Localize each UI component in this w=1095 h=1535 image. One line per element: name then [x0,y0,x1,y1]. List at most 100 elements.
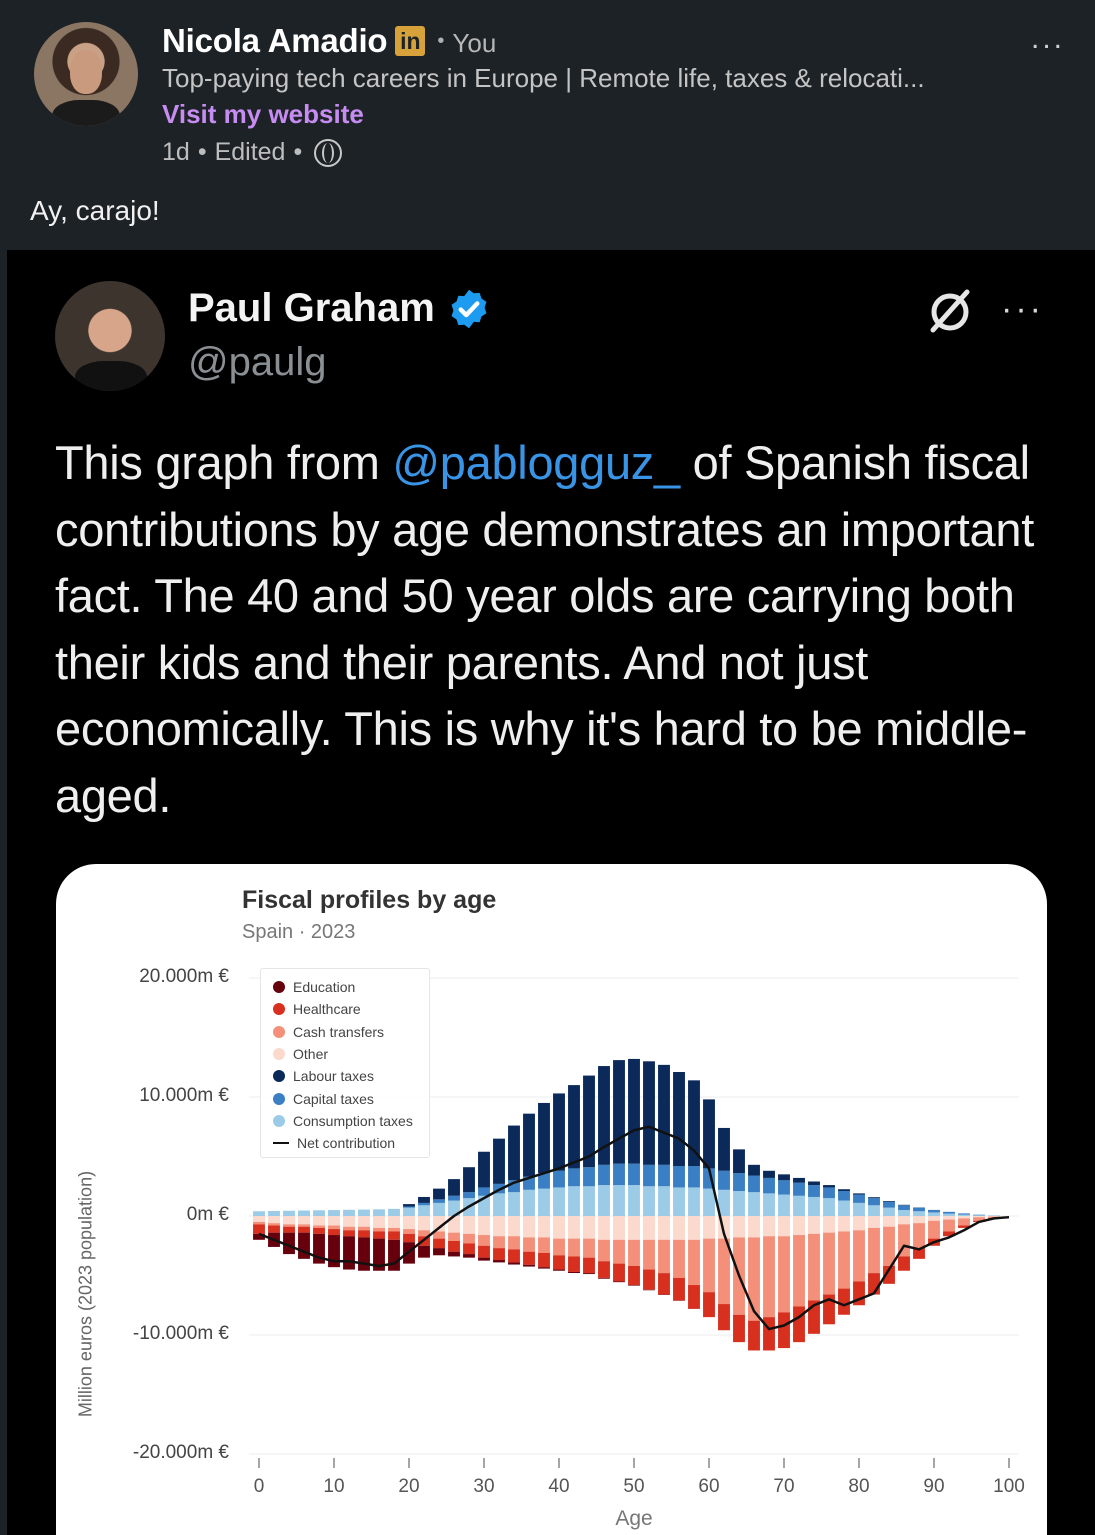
bar-capital-taxes [853,1194,865,1203]
bar-healthcare [253,1224,265,1234]
bar-cash-transfers [328,1225,340,1230]
bar-cash-transfers [658,1239,670,1274]
post-meta: 1d • Edited • [162,138,343,167]
bar-other [718,1216,730,1239]
author-name[interactable]: Nicola Amadio [162,22,388,59]
bar-healthcare [523,1251,535,1265]
bar-consumption-taxes [253,1211,265,1216]
visit-website-link[interactable]: Visit my website [162,99,364,129]
bar-healthcare [433,1238,445,1249]
bar-capital-taxes [958,1213,970,1215]
bar-consumption-taxes [778,1194,790,1216]
bar-other [388,1216,400,1228]
bar-healthcare [283,1226,295,1233]
y-tick-label: 20.000m € [139,966,229,987]
tweet-image[interactable]: Paul Graham @paulg ··· This graph from @… [7,250,1095,1535]
bar-cash-transfers [703,1238,715,1293]
bar-consumption-taxes [388,1208,400,1216]
bar-other [313,1216,325,1226]
bar-healthcare [808,1300,820,1334]
bar-consumption-taxes [688,1187,700,1216]
legend-swatch [273,1003,285,1016]
bar-other [658,1216,670,1240]
bar-consumption-taxes [718,1189,730,1216]
avatar-face [70,50,102,94]
bar-education [283,1232,295,1255]
bar-other [643,1216,655,1240]
bar-education [568,1271,580,1274]
bar-other [688,1216,700,1240]
author-avatar[interactable] [34,22,138,126]
bar-other [883,1216,895,1227]
tweet-mention: @pablogguz_ [392,436,680,489]
bar-labour-taxes [808,1181,820,1186]
bar-consumption-taxes [823,1198,835,1216]
relation-label: You [452,27,497,58]
post-more-menu-icon[interactable]: ... [1030,22,1065,55]
bar-capital-taxes [748,1175,760,1193]
bar-labour-taxes [733,1149,745,1174]
bar-healthcare [343,1230,355,1237]
bar-consumption-taxes [793,1195,805,1216]
bar-cash-transfers [898,1224,910,1257]
bar-consumption-taxes [883,1207,895,1216]
bar-healthcare [778,1312,790,1349]
legend-swatch [273,1142,289,1145]
bar-consumption-taxes [628,1185,640,1216]
bar-cash-transfers [538,1237,550,1253]
bar-other [943,1216,955,1220]
bullet-separator: • [437,29,445,52]
bar-cash-transfers [643,1239,655,1270]
bar-cash-transfers [583,1238,595,1258]
legend-item: Net contribution [273,1135,395,1151]
bar-other [283,1216,295,1225]
bar-education [493,1260,505,1263]
verified-badge-icon [451,289,487,328]
bar-consumption-taxes [928,1212,940,1216]
globe-icon [314,138,343,167]
bar-other [523,1216,535,1238]
bar-other [508,1216,520,1237]
post-time: 1d [162,138,190,166]
chart-title: Fiscal profiles by age [242,886,497,914]
y-tick-label: 0m € [186,1204,229,1225]
bar-cash-transfers [928,1220,940,1239]
bar-healthcare [868,1273,880,1295]
bar-capital-taxes [823,1187,835,1199]
bar-healthcare [568,1256,580,1272]
bar-labour-taxes [493,1138,505,1184]
bar-labour-taxes [523,1113,535,1177]
bar-cash-transfers [748,1237,760,1321]
bar-capital-taxes [478,1187,490,1196]
bar-consumption-taxes [553,1187,565,1216]
bar-cash-transfers [913,1223,925,1249]
legend-item: Education [273,979,355,995]
bar-capital-taxes [583,1167,595,1187]
bar-other [613,1216,625,1240]
bar-capital-taxes [598,1164,610,1186]
y-tick-label: 10.000m € [139,1085,229,1106]
legend-label: Cash transfers [293,1023,385,1040]
bar-healthcare [703,1292,715,1318]
bar-capital-taxes [718,1170,730,1190]
bar-healthcare [853,1281,865,1306]
bar-capital-taxes [673,1166,685,1188]
bar-labour-taxes [403,1204,415,1207]
bar-cash-transfers [478,1235,490,1246]
bar-cash-transfers [598,1239,610,1262]
bar-healthcare [943,1231,955,1237]
bar-consumption-taxes [898,1210,910,1216]
bar-capital-taxes [433,1199,445,1203]
bar-healthcare [358,1230,370,1238]
legend-swatch [273,1092,285,1105]
bar-labour-taxes [433,1188,445,1200]
tweet-text-after: of Spanish fiscal contributions by age d… [55,436,1034,822]
bar-cash-transfers [958,1218,970,1226]
bar-education [478,1257,490,1261]
bar-cash-transfers [853,1230,865,1282]
x-tick-label: 20 [398,1476,420,1497]
bar-labour-taxes [718,1127,730,1171]
bar-education [373,1238,385,1271]
bar-capital-taxes [628,1163,640,1186]
bar-other [253,1216,265,1222]
